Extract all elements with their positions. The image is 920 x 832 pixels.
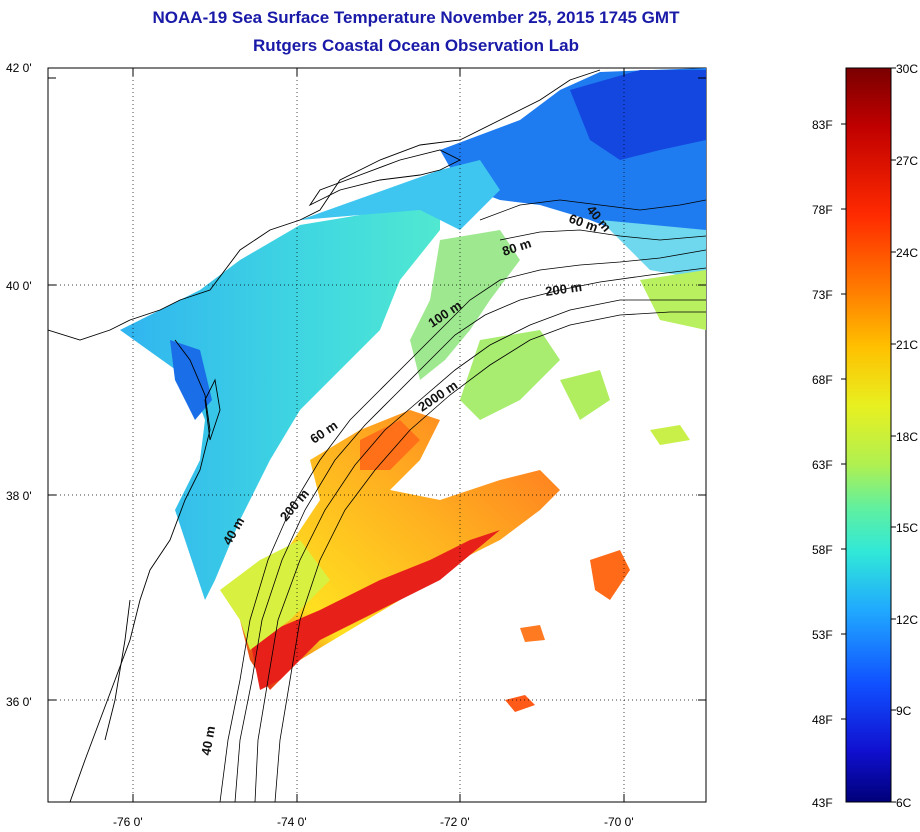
colorbar	[845, 67, 892, 803]
lon-tick-label: -70 0'	[604, 815, 634, 829]
coldest-water-region	[570, 70, 706, 160]
colorbar-fahrenheit-label: 63F	[812, 458, 833, 472]
bathymetry-contours	[219, 199, 706, 802]
colorbar-fahrenheit-label: 43F	[812, 796, 833, 810]
colorbar-celsius-label: 21C	[896, 338, 918, 352]
colorbar-fahrenheit-label: 68F	[812, 373, 833, 387]
colorbar-celsius-label: 9C	[896, 704, 912, 718]
colorbar-ticks	[841, 67, 896, 803]
colorbar-celsius-label: 18C	[896, 430, 918, 444]
lat-tick-label: 42 0'	[6, 61, 32, 75]
colorbar-fahrenheit-label: 83F	[812, 118, 833, 132]
sst-field	[120, 68, 706, 712]
contour-label: 200 m	[544, 279, 583, 299]
colorbar-fahrenheit-label: 48F	[812, 713, 833, 727]
lon-tick-label: -76 0'	[113, 815, 143, 829]
lat-tick-label: 38 0'	[6, 489, 32, 503]
map-subtitle: Rutgers Coastal Ocean Observation Lab	[253, 36, 579, 55]
lat-tick-label: 40 0'	[6, 279, 32, 293]
colorbar-celsius-label: 24C	[896, 246, 918, 260]
colorbar-celsius-label: 30C	[896, 62, 918, 76]
colorbar-fahrenheit-label: 53F	[812, 628, 833, 642]
colorbar-fahrenheit-label: 73F	[812, 288, 833, 302]
colorbar-fahrenheit-label: 58F	[812, 543, 833, 557]
contour-label: 40 m	[198, 725, 218, 757]
lat-tick-label: 36 0'	[6, 695, 32, 709]
shelf-water-region	[120, 200, 440, 600]
colorbar-celsius-label: 15C	[896, 521, 918, 535]
map-title: NOAA-19 Sea Surface Temperature November…	[152, 8, 680, 27]
warm-eddy	[590, 550, 630, 600]
graticule	[48, 68, 706, 802]
colorbar-celsius-label: 12C	[896, 613, 918, 627]
colorbar-fahrenheit-label: 78F	[812, 203, 833, 217]
colorbar-celsius-label: 27C	[896, 154, 918, 168]
lon-tick-label: -74 0'	[277, 815, 307, 829]
colorbar-celsius-label: 6C	[896, 796, 912, 810]
lon-tick-label: -72 0'	[440, 815, 470, 829]
axis-ticks	[48, 68, 706, 802]
